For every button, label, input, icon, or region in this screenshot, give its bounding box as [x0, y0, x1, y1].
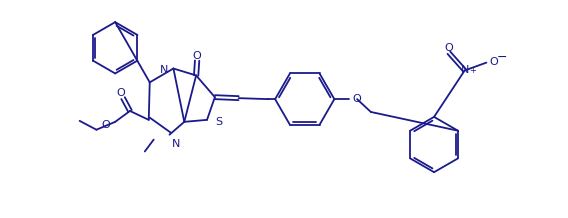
Text: N: N — [172, 139, 180, 149]
Text: O: O — [490, 57, 498, 67]
Text: N: N — [461, 65, 469, 75]
Text: O: O — [102, 120, 110, 130]
Text: N: N — [160, 65, 169, 75]
Text: O: O — [193, 51, 202, 61]
Text: +: + — [470, 66, 477, 75]
Text: O: O — [445, 43, 453, 53]
Text: O: O — [352, 94, 361, 104]
Text: −: − — [496, 51, 507, 64]
Text: O: O — [117, 88, 126, 98]
Text: S: S — [215, 117, 222, 127]
